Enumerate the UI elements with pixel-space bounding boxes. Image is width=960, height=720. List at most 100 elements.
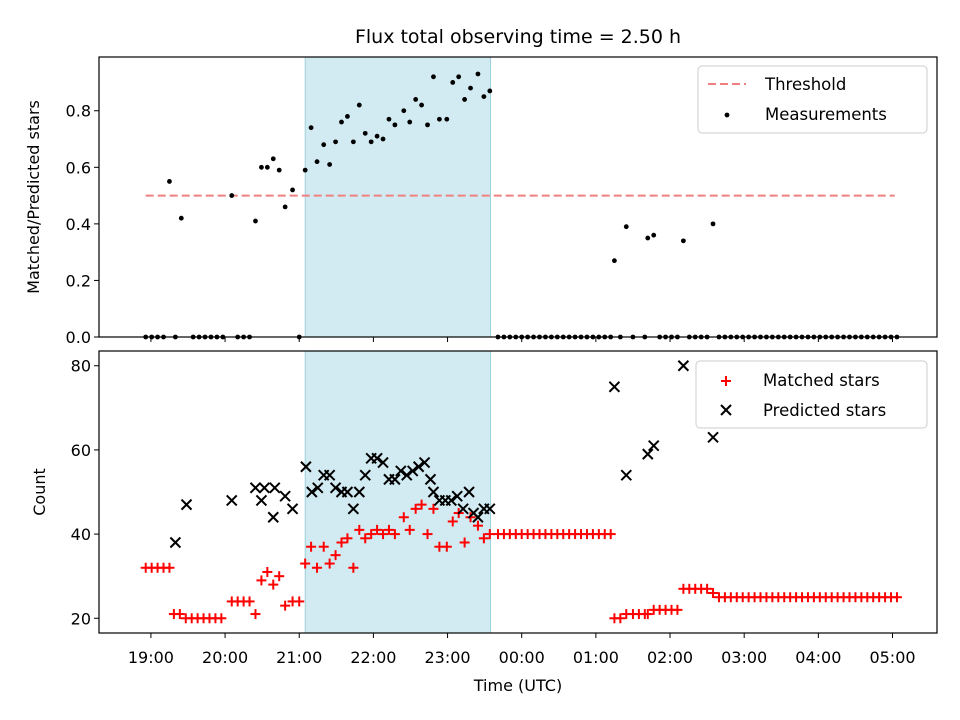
matched-star-marker [250,609,261,620]
matched-star-marker [702,583,713,594]
measurement-point [339,119,344,125]
matched-star-marker [447,516,458,527]
matched-star-marker [268,579,279,590]
matched-star-marker [244,596,255,607]
measurement-point [253,218,258,224]
measurement-point [651,232,657,238]
matched-star-marker [410,503,421,514]
y-tick-label: 40 [71,525,91,544]
x-axis-label: Time (UTC) [473,676,562,695]
x-axis-ticks-top [150,337,894,342]
predicted-star-marker [359,469,371,481]
matched-star-marker [416,499,427,510]
measurement-point [321,142,327,148]
matched-star-marker [294,596,305,607]
x-tick-label: 19:00 [128,648,174,667]
matched-star-marker [891,592,902,603]
ratio-panel-frame [98,56,938,338]
predicted-star-marker [180,498,193,511]
x-tick-label: 22:00 [350,648,396,667]
measurement-point [314,159,320,165]
predicted-star-marker [341,486,354,498]
x-tick-label: 20:00 [202,648,248,667]
y-tick-label: 60 [71,441,91,460]
matched-star-marker [360,533,371,544]
y-tick-label: 80 [71,357,91,376]
matched-star-marker [324,558,335,569]
predicted-star-marker [677,360,690,372]
legend-label: Measurements [765,105,887,124]
measurement-point [276,167,282,173]
predicted-star-marker [401,469,413,481]
measurement-point [302,167,308,173]
measurement-point [308,125,314,131]
measurement-point [419,102,424,108]
legend-label: Predicted stars [763,401,886,420]
matched-star-marker [708,588,719,599]
measurement-point [450,80,456,85]
measurement-point [623,224,629,230]
legend-top: Threshold Measurements [697,65,928,134]
legend-box [697,65,928,134]
measurement-point [425,122,430,128]
legend-measurement-swatch [724,112,730,118]
matched-star-marker [330,550,341,561]
matched-star-marker [280,600,291,611]
matched-star-marker [174,609,185,620]
predicted-star-marker [472,511,484,523]
measurement-point [392,122,398,128]
x-tick-label: 02:00 [647,648,693,667]
matched-star-marker [164,562,175,573]
predicted-star-marker [353,486,366,498]
predicted-star-marker [279,490,291,502]
measurement-point [374,133,380,139]
matched-star-marker [336,537,347,548]
matched-star-marker [366,529,377,540]
predicted-star-marker [347,503,360,515]
matched-star-marker [256,575,267,586]
predicted-star-marker [424,473,437,486]
observing-window-shade [304,350,491,634]
predicted-star-marker [286,503,299,515]
predicted-star-marker [451,490,463,502]
predicted-star-marker [169,536,182,549]
matched-star-marker [378,529,389,540]
matched-star-marker [383,524,394,535]
y-axis-ticks-bottom: 20 40 60 80 [71,357,99,628]
measurement-point [178,215,184,221]
count-panel-frame [98,350,938,634]
predicted-star-marker [418,456,431,469]
predicted-star-marker [445,494,457,507]
chart-title: Flux total observing time = 2.50 h [355,26,681,48]
measurement-point [401,108,407,114]
predicted-star-marker [377,456,389,469]
measurement-point [333,139,338,145]
predicted-star-marker [269,482,281,494]
measurement-point [481,94,487,99]
matched-star-marker [312,562,323,573]
predicted-star-marker [226,494,238,507]
predicted-star-marker [406,465,419,477]
measurement-point [270,156,276,162]
measurement-point [475,71,481,77]
matched-star-marker [441,541,452,552]
x-tick-label: 04:00 [795,648,841,667]
predicted-star-marker [300,461,312,473]
measurement-point [362,130,368,136]
measurement-point [167,179,172,184]
y-tick-label: 0.0 [66,328,91,347]
matched-star-marker [389,529,400,540]
predicted-star-marker [457,503,469,515]
measurement-point [229,193,235,198]
predicted-star-marker [463,486,475,498]
predicted-star-marker [249,482,262,494]
y-tick-label: 0.4 [66,215,91,234]
predicted-star-marker [258,482,271,494]
legend-bottom: Matched stars Predicted stars [695,360,928,429]
matched-star-marker [459,537,470,548]
x-tick-label: 23:00 [424,648,470,667]
matched-star-marker [216,613,227,624]
count-panel: 20 40 60 80 19:00 20:00 21:00 22:00 23:00 00:00 0… [30,350,938,667]
predicted-star-marker [707,431,719,443]
